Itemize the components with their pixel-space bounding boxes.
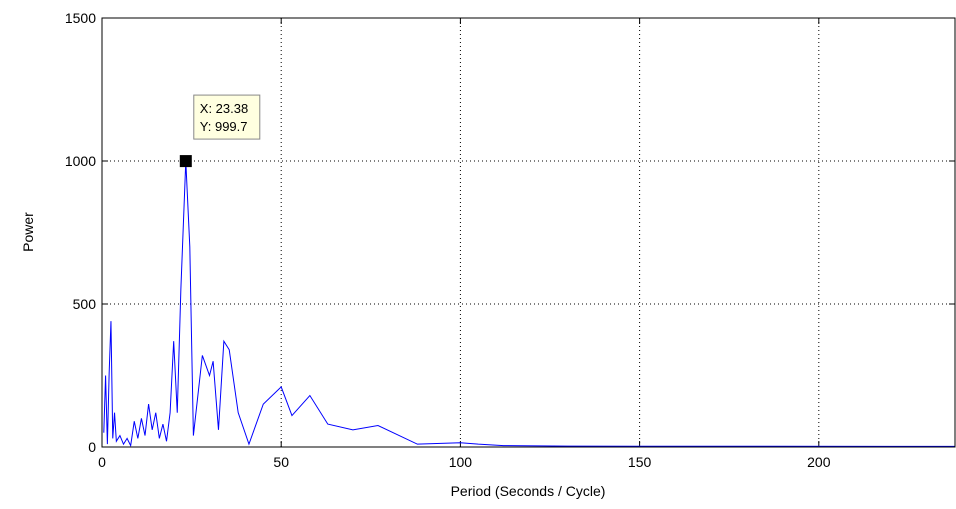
datatip-x: X: 23.38	[200, 101, 248, 116]
datatip-box	[193, 94, 261, 140]
datatip-y: Y: 999.7	[200, 119, 248, 134]
y-axis-label: Power	[20, 212, 36, 252]
x-axis-label: Period (Seconds / Cycle)	[451, 483, 606, 499]
x-tick-label: 200	[807, 454, 831, 470]
x-tick-label: 150	[628, 454, 652, 470]
x-tick-label: 50	[273, 454, 289, 470]
y-tick-label: 500	[73, 296, 97, 312]
datatip-marker	[179, 155, 192, 168]
y-tick-label: 1500	[65, 10, 96, 26]
x-tick-label: 100	[449, 454, 473, 470]
y-tick-label: 0	[88, 439, 96, 455]
data-line	[103, 161, 956, 448]
y-tick-label: 1000	[65, 153, 96, 169]
plot-frame	[101, 17, 956, 448]
x-tick-label: 0	[98, 454, 106, 470]
datatip: X: 23.38 Y: 999.7	[179, 94, 261, 168]
plot-area	[102, 18, 955, 447]
